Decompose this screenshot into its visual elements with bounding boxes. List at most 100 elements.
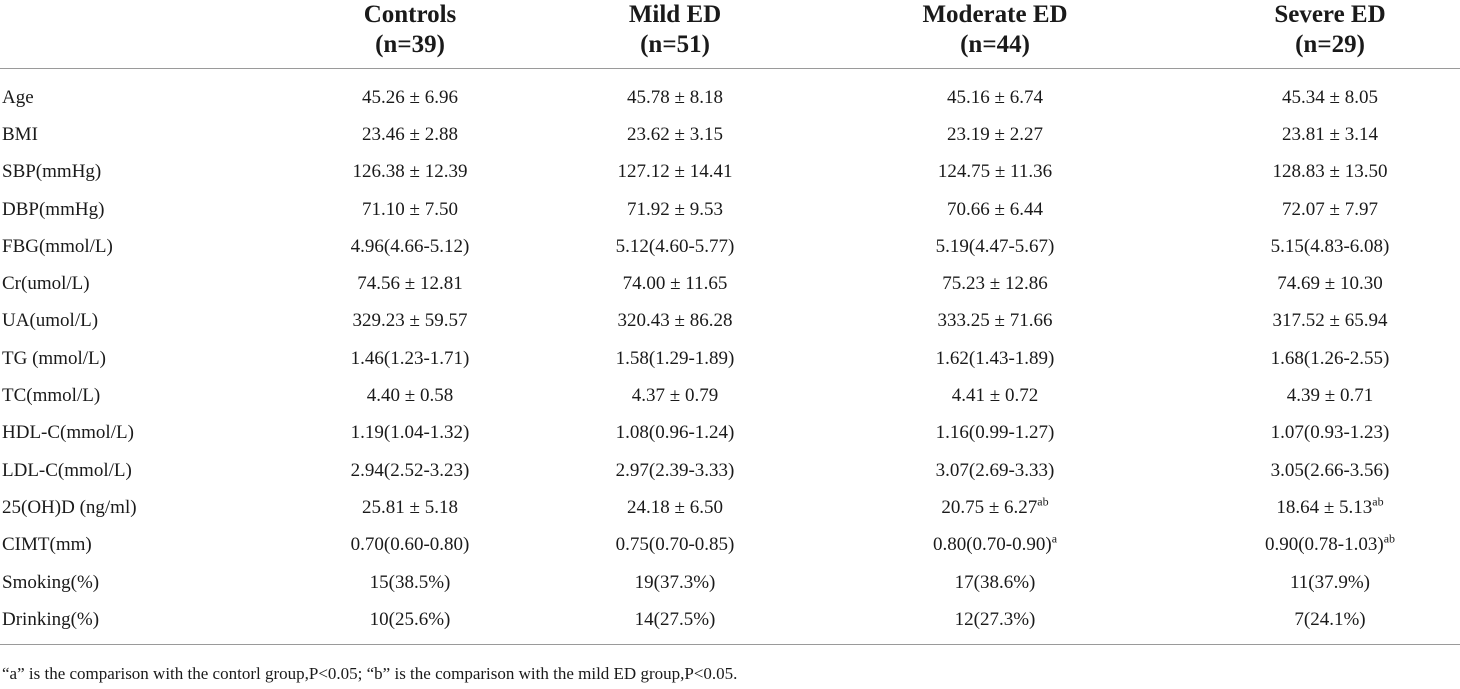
table-row: UA(umol/L) 329.23 ± 59.57 320.43 ± 86.28 33… bbox=[0, 303, 1460, 340]
table-cell: 18.64 ± 5.13ab bbox=[1160, 489, 1460, 526]
row-label: Age bbox=[2, 86, 34, 108]
table-cell: 3.07(2.69-3.33) bbox=[830, 452, 1160, 489]
table-cell: 17(38.6%) bbox=[830, 564, 1160, 601]
cell-value: 72.07 ± 7.97 bbox=[1282, 198, 1378, 220]
cell-value: 0.80(0.70-0.90) bbox=[932, 534, 1052, 556]
cell-value: 4.39 ± 0.71 bbox=[1286, 385, 1374, 407]
table-cell: 320.43 ± 86.28 bbox=[520, 303, 830, 340]
table-row: LDL-C(mmol/L) 2.94(2.52-3.23) 2.97(2.39-3.… bbox=[0, 452, 1460, 489]
table-cell: 1.46(1.23-1.71) bbox=[300, 340, 520, 377]
table-cell: 4.37 ± 0.79 bbox=[520, 377, 830, 414]
significance-marker: ab bbox=[1383, 531, 1396, 546]
cell-value: 1.68(1.26-2.55) bbox=[1270, 347, 1390, 369]
table-cell: 74.69 ± 10.30 bbox=[1160, 265, 1460, 302]
cell-value: 4.40 ± 0.58 bbox=[366, 385, 454, 407]
table-cell: 25.81 ± 5.18 bbox=[300, 489, 520, 526]
cell-value: 1.08(0.96-1.24) bbox=[615, 422, 735, 444]
table-cell: 5.19(4.47-5.67) bbox=[830, 228, 1160, 265]
table-cell: 71.10 ± 7.50 bbox=[300, 191, 520, 228]
table-cell: 24.18 ± 6.50 bbox=[520, 489, 830, 526]
cell-value: 15(38.5%) bbox=[369, 571, 451, 593]
cell-value: 1.46(1.23-1.71) bbox=[350, 347, 470, 369]
cell-value: 1.16(0.99-1.27) bbox=[935, 422, 1055, 444]
cell-value: 3.05(2.66-3.56) bbox=[1270, 459, 1390, 481]
row-label: FBG(mmol/L) bbox=[2, 235, 113, 257]
table-cell: 19(37.3%) bbox=[520, 564, 830, 601]
significance-marker: a bbox=[1051, 531, 1058, 546]
table-cell: 4.96(4.66-5.12) bbox=[300, 228, 520, 265]
table-bottom-rule bbox=[0, 644, 1460, 645]
row-label: CIMT(mm) bbox=[2, 534, 92, 556]
cell-value: 0.90(0.78-1.03) bbox=[1264, 534, 1384, 556]
cell-value: 5.19(4.47-5.67) bbox=[935, 235, 1055, 257]
cell-value: 75.23 ± 12.86 bbox=[942, 273, 1048, 295]
table-footnote: “a” is the comparison with the contorl g… bbox=[2, 664, 738, 683]
table-cell: 124.75 ± 11.36 bbox=[830, 154, 1160, 191]
table-cell: 1.62(1.43-1.89) bbox=[830, 340, 1160, 377]
row-label: TC(mmol/L) bbox=[2, 385, 101, 407]
table-cell: 70.66 ± 6.44 bbox=[830, 191, 1160, 228]
clinical-characteristics-table: Controls (n=39) Mild ED (n=51) Moderate … bbox=[0, 0, 1460, 648]
cell-value: 25.81 ± 5.18 bbox=[362, 496, 458, 518]
row-label: Smoking(%) bbox=[2, 571, 100, 593]
cell-value: 127.12 ± 14.41 bbox=[617, 161, 733, 183]
row-label: LDL-C(mmol/L) bbox=[2, 459, 132, 481]
table-cell: 74.56 ± 12.81 bbox=[300, 265, 520, 302]
cell-value: 5.12(4.60-5.77) bbox=[615, 235, 735, 257]
cell-value: 19(37.3%) bbox=[634, 571, 716, 593]
cell-value: 71.10 ± 7.50 bbox=[362, 198, 458, 220]
row-label: 25(OH)D (ng/ml) bbox=[2, 496, 137, 518]
table-row: TC(mmol/L) 4.40 ± 0.58 4.37 ± 0.79 4.41 ± 0… bbox=[0, 377, 1460, 414]
cell-value: 124.75 ± 11.36 bbox=[937, 161, 1053, 183]
table-cell: 329.23 ± 59.57 bbox=[300, 303, 520, 340]
cell-value: 3.07(2.69-3.33) bbox=[935, 459, 1055, 481]
cell-value: 74.69 ± 10.30 bbox=[1277, 273, 1383, 295]
cell-value: 18.64 ± 5.13 bbox=[1276, 496, 1373, 518]
table-row: SBP(mmHg) 126.38 ± 12.39 127.12 ± 14.41 124… bbox=[0, 154, 1460, 191]
table-cell: 4.40 ± 0.58 bbox=[300, 377, 520, 414]
cell-value: 1.07(0.93-1.23) bbox=[1270, 422, 1390, 444]
header-mild-ed: Mild ED (n=51) bbox=[520, 0, 830, 69]
header-severe-ed: Severe ED (n=29) bbox=[1160, 0, 1460, 69]
cell-value: 0.70(0.60-0.80) bbox=[350, 534, 470, 556]
table-cell: 0.80(0.70-0.90)a bbox=[830, 527, 1160, 564]
table-cell: 4.39 ± 0.71 bbox=[1160, 377, 1460, 414]
significance-marker: ab bbox=[1037, 494, 1049, 509]
cell-value: 320.43 ± 86.28 bbox=[617, 310, 733, 332]
cell-value: 70.66 ± 6.44 bbox=[947, 198, 1043, 220]
table-cell: 45.16 ± 6.74 bbox=[830, 69, 1160, 117]
row-label: SBP(mmHg) bbox=[2, 161, 102, 183]
table-cell: 10(25.6%) bbox=[300, 601, 520, 648]
table-cell: 4.41 ± 0.72 bbox=[830, 377, 1160, 414]
table-cell: 1.68(1.26-2.55) bbox=[1160, 340, 1460, 377]
header-controls: Controls (n=39) bbox=[300, 0, 520, 69]
cell-value: 23.19 ± 2.27 bbox=[947, 123, 1043, 145]
cell-value: 45.78 ± 8.18 bbox=[627, 86, 723, 108]
table-cell: 2.94(2.52-3.23) bbox=[300, 452, 520, 489]
row-label: Drinking(%) bbox=[2, 608, 100, 630]
cell-value: 11(37.9%) bbox=[1289, 571, 1371, 593]
table-row: HDL-C(mmol/L) 1.19(1.04-1.32) 1.08(0.96-1.… bbox=[0, 415, 1460, 452]
row-label: TG (mmol/L) bbox=[2, 347, 106, 369]
table-cell: 333.25 ± 71.66 bbox=[830, 303, 1160, 340]
cell-value: 74.56 ± 12.81 bbox=[357, 273, 463, 295]
table-cell: 317.52 ± 65.94 bbox=[1160, 303, 1460, 340]
table-row: BMI 23.46 ± 2.88 23.62 ± 3.15 23.19 ± 2.27 2… bbox=[0, 116, 1460, 153]
significance-marker: ab bbox=[1372, 494, 1384, 509]
table-cell: 45.34 ± 8.05 bbox=[1160, 69, 1460, 117]
table-row: DBP(mmHg) 71.10 ± 7.50 71.92 ± 9.53 70.66 ±… bbox=[0, 191, 1460, 228]
row-label: DBP(mmHg) bbox=[2, 198, 105, 220]
cell-value: 5.15(4.83-6.08) bbox=[1270, 235, 1390, 257]
table-row: Drinking(%) 10(25.6%) 14(27.5%) 12(27.3%) 7(… bbox=[0, 601, 1460, 648]
table-cell: 128.83 ± 13.50 bbox=[1160, 154, 1460, 191]
table-cell: 1.58(1.29-1.89) bbox=[520, 340, 830, 377]
table-cell: 0.70(0.60-0.80) bbox=[300, 527, 520, 564]
cell-value: 23.46 ± 2.88 bbox=[362, 123, 458, 145]
table-cell: 1.07(0.93-1.23) bbox=[1160, 415, 1460, 452]
table-cell: 14(27.5%) bbox=[520, 601, 830, 648]
table-row: Age 45.26 ± 6.96 45.78 ± 8.18 45.16 ± 6.74 4… bbox=[0, 69, 1460, 117]
cell-value: 2.97(2.39-3.33) bbox=[615, 459, 735, 481]
cell-value: 4.96(4.66-5.12) bbox=[350, 235, 470, 257]
table-row: CIMT(mm) 0.70(0.60-0.80) 0.75(0.70-0.85) 0.… bbox=[0, 527, 1460, 564]
table-cell: 45.78 ± 8.18 bbox=[520, 69, 830, 117]
